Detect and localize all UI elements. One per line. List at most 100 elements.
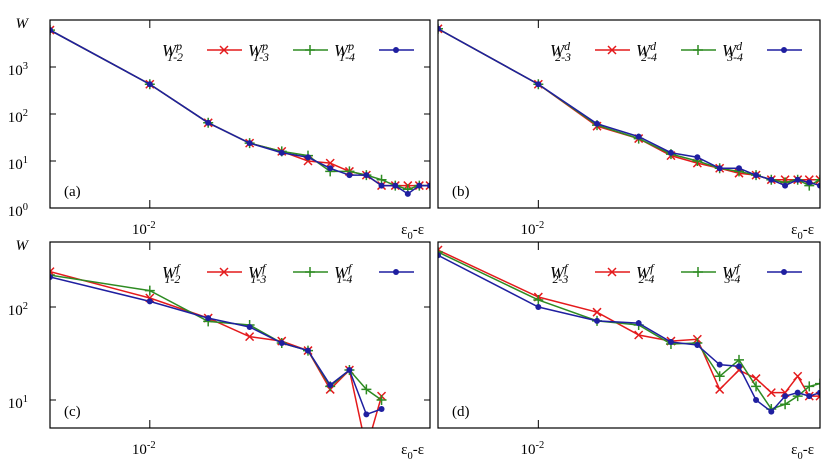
x-axis-label: ε0-ε xyxy=(401,442,424,462)
point xyxy=(50,25,55,35)
point xyxy=(714,371,725,382)
x-tick-label: 10-2​ xyxy=(132,220,156,238)
point xyxy=(416,182,423,189)
x-tick-label: 10-2​ xyxy=(520,440,544,458)
point xyxy=(438,24,443,34)
point xyxy=(325,158,335,168)
point xyxy=(438,247,443,258)
frame xyxy=(49,19,431,209)
point xyxy=(278,340,285,347)
point xyxy=(815,175,820,185)
point xyxy=(768,176,775,183)
point xyxy=(219,267,229,277)
point xyxy=(607,267,617,277)
legend-label: Wd2-4​ xyxy=(636,39,657,64)
point xyxy=(766,388,776,398)
y-tick-label: 103​ xyxy=(8,61,28,79)
point xyxy=(806,393,813,400)
point xyxy=(815,378,820,389)
point xyxy=(634,330,644,340)
point xyxy=(694,154,701,161)
panel-label: (c) xyxy=(64,404,81,420)
point xyxy=(667,339,674,346)
point xyxy=(219,45,229,55)
point xyxy=(693,267,703,277)
legend-label: Wp1-2​ xyxy=(162,39,183,64)
point xyxy=(635,320,642,327)
point xyxy=(806,179,813,186)
series-line xyxy=(50,29,430,187)
point xyxy=(815,174,820,185)
point xyxy=(144,285,155,296)
point xyxy=(735,165,742,172)
y-tick-label: 102​ xyxy=(8,108,28,126)
y-axis-label: W xyxy=(16,16,30,32)
panel-label: (d) xyxy=(452,404,470,420)
point xyxy=(782,182,789,189)
point xyxy=(716,165,723,172)
legend-label: Wf2-4​ xyxy=(636,261,655,286)
point xyxy=(327,381,334,388)
point xyxy=(393,269,399,275)
series-line xyxy=(50,274,382,401)
point xyxy=(693,45,703,55)
point xyxy=(305,45,315,55)
legend-label: Wd3-4​ xyxy=(722,39,743,64)
point xyxy=(404,190,411,197)
legend-label: Wp1-3​ xyxy=(248,39,269,64)
point xyxy=(392,182,399,189)
point xyxy=(751,381,762,392)
point xyxy=(50,270,55,281)
series-line xyxy=(438,28,820,181)
point xyxy=(327,165,334,172)
point xyxy=(50,274,53,281)
point xyxy=(304,347,311,354)
y-tick-label: 102​ xyxy=(8,301,28,319)
plot-area xyxy=(438,23,820,191)
point xyxy=(305,267,315,277)
y-tick-label: 101​ xyxy=(8,394,28,412)
point xyxy=(768,408,775,415)
point xyxy=(245,332,255,342)
series-line xyxy=(438,28,820,187)
panel-label: (b) xyxy=(452,184,470,200)
point xyxy=(533,294,544,305)
point xyxy=(817,182,820,189)
x-axis-label: ε0-ε xyxy=(791,222,814,242)
point xyxy=(735,363,742,370)
legend-label: Wf3-4​ xyxy=(722,261,741,286)
point xyxy=(817,389,820,396)
point xyxy=(50,27,53,34)
point xyxy=(733,354,744,365)
plot-area xyxy=(50,267,387,428)
y-axis-label: W xyxy=(16,238,30,254)
series-line xyxy=(438,28,820,187)
point xyxy=(535,81,542,88)
point xyxy=(804,381,815,392)
x-axis-label: ε0-ε xyxy=(401,222,424,242)
series-line xyxy=(50,29,430,191)
y-tick-label: 101​ xyxy=(8,155,28,173)
point xyxy=(438,252,441,259)
point xyxy=(592,307,602,317)
point xyxy=(346,172,353,179)
point xyxy=(376,395,387,406)
point xyxy=(278,149,285,156)
legend-label: Wf1-4​ xyxy=(334,261,353,286)
point xyxy=(346,367,353,374)
point xyxy=(715,384,725,394)
point xyxy=(378,406,385,413)
series-line xyxy=(50,276,382,416)
x-tick-label: 10-2​ xyxy=(132,440,156,458)
frame xyxy=(49,241,431,429)
point xyxy=(378,182,385,189)
point xyxy=(716,361,723,368)
point xyxy=(205,315,212,322)
point xyxy=(50,25,55,36)
point xyxy=(363,411,370,418)
frame xyxy=(437,241,821,429)
point xyxy=(781,47,787,53)
point xyxy=(438,23,443,34)
legend-label: Wf1-3​ xyxy=(248,261,267,286)
